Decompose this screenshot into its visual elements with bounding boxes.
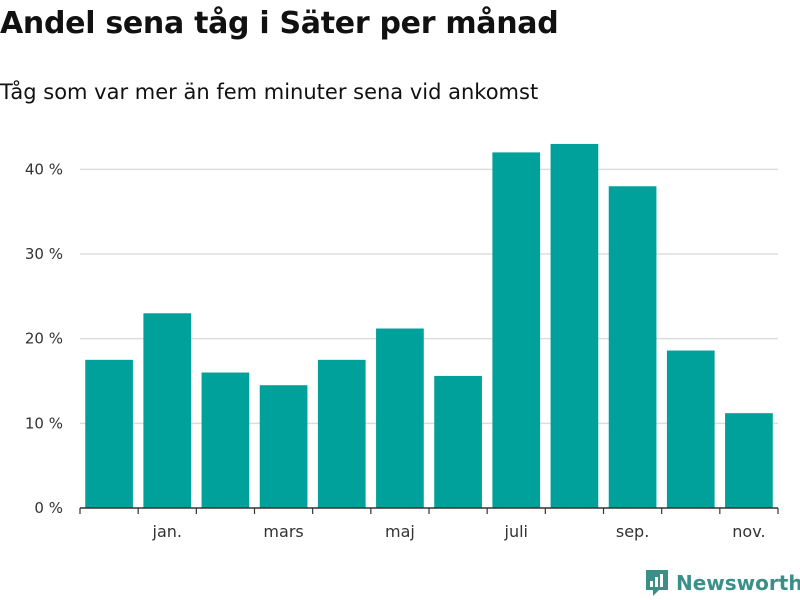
brand-logo: Newsworthy bbox=[644, 568, 800, 598]
chart-subtitle: Tåg som var mer än fem minuter sena vid … bbox=[0, 80, 539, 104]
y-axis-ticks: 0 % 10 % 20 % 30 % 40 % bbox=[25, 160, 63, 517]
y-tick-label: 20 % bbox=[25, 330, 63, 348]
bar-dec bbox=[85, 359, 133, 508]
bar-feb bbox=[201, 372, 250, 508]
bar-aug bbox=[550, 143, 599, 508]
brand-name: Newsworthy bbox=[676, 571, 800, 595]
x-tick-label: sep. bbox=[616, 522, 649, 541]
bars bbox=[85, 143, 773, 508]
bar-okt bbox=[666, 350, 715, 508]
newsworthy-logo-icon bbox=[646, 570, 668, 596]
bar-apr bbox=[317, 359, 366, 508]
chart-title: Andel sena tåg i Säter per månad bbox=[0, 6, 559, 41]
bar-sep bbox=[608, 186, 657, 508]
x-tick-label: juli bbox=[504, 522, 528, 541]
y-tick-label: 0 % bbox=[34, 499, 63, 517]
bar-juni bbox=[434, 375, 482, 508]
x-tick-label: mars bbox=[263, 522, 303, 541]
x-axis-ticks: jan. mars maj juli sep. nov. bbox=[152, 522, 766, 541]
y-tick-label: 40 % bbox=[25, 160, 63, 178]
x-tick-label: maj bbox=[385, 522, 415, 541]
bar-juli bbox=[492, 152, 541, 508]
bar-mars bbox=[259, 385, 308, 508]
bar-maj bbox=[376, 328, 424, 508]
bar-jan bbox=[143, 313, 192, 508]
y-tick-label: 30 % bbox=[25, 245, 63, 263]
x-tick-label: nov. bbox=[732, 522, 765, 541]
bar-nov bbox=[725, 413, 773, 508]
x-tick-label: jan. bbox=[152, 522, 182, 541]
y-tick-label: 10 % bbox=[25, 414, 63, 432]
axes bbox=[79, 507, 779, 514]
gridlines bbox=[80, 168, 778, 425]
